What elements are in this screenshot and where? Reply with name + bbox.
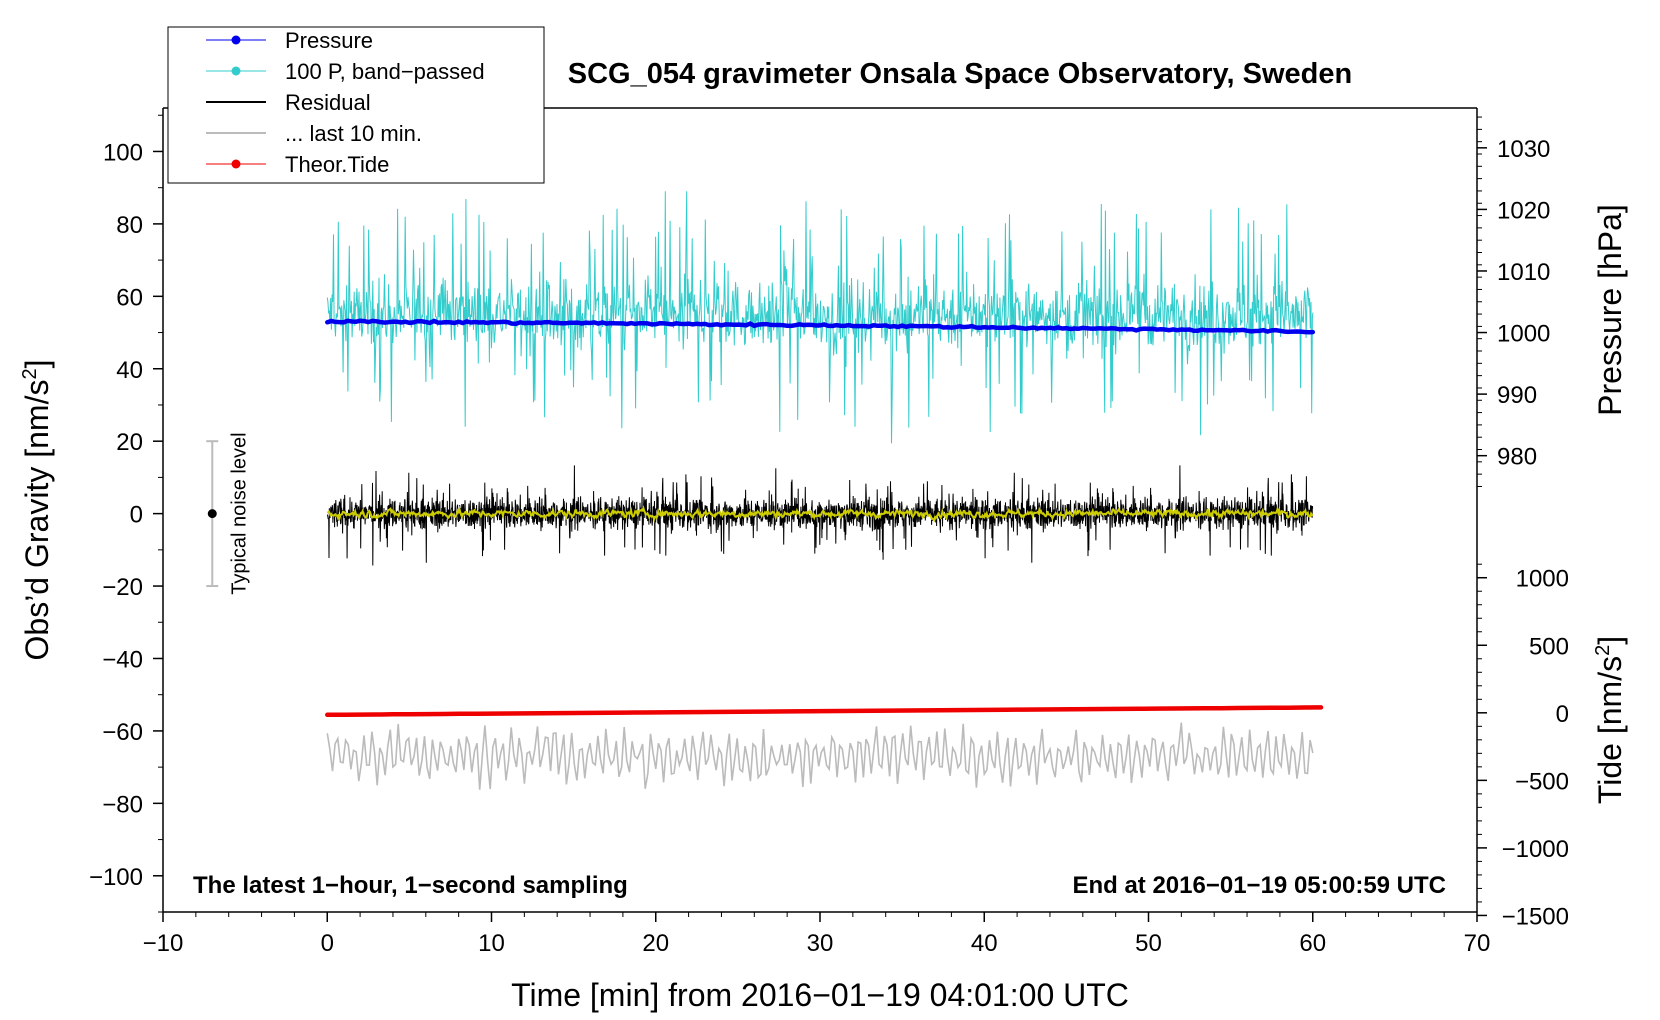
legend-label: Residual	[285, 90, 371, 115]
pressure-axis-title: Pressure [hPa]	[1592, 204, 1628, 416]
legend: Pressure 100 P, band−passed Residual ... la…	[167, 26, 545, 184]
annotation-end-time: End at 2016−01−19 05:00:59 UTC	[1072, 872, 1446, 899]
y-axis-left-title-text: Obs’d Gravity [nm/s	[19, 380, 55, 661]
pressure-tick-label: 1030	[1497, 136, 1550, 163]
x-tick-label: 70	[1464, 930, 1491, 957]
tide-tick-label: −1000	[1502, 836, 1569, 863]
tide-tick-label: 500	[1529, 633, 1569, 660]
x-tick-label: 10	[478, 930, 505, 957]
y-left-tick-label: 60	[116, 284, 143, 311]
x-tick-label: 30	[807, 930, 834, 957]
tide-axis-title-close: ]	[1592, 636, 1628, 645]
legend-label: 100 P, band−passed	[285, 59, 485, 84]
noise-center-dot	[207, 509, 217, 519]
legend-label: ... last 10 min.	[285, 121, 422, 146]
x-axis-title: Time [min] from 2016−01−19 04:01:00 UTC	[511, 977, 1129, 1013]
x-tick-label: 60	[1299, 930, 1326, 957]
axes-layer: −10 0 10 20 30 40 50 60 70100806040200−20−40−60−…	[89, 114, 1569, 957]
legend-swatch-marker	[231, 159, 241, 169]
tide-tick-label: −500	[1515, 768, 1569, 795]
series-last-10-min	[326, 722, 1314, 790]
pressure-tick-label: 980	[1497, 444, 1537, 471]
y-axis-left-title: Obs’d Gravity [nm/s2]	[19, 360, 55, 661]
series-layer	[325, 191, 1324, 790]
legend-label: Pressure	[285, 28, 373, 53]
x-tick-label: 20	[642, 930, 669, 957]
y-axis-left-title-sup: 2	[19, 368, 41, 379]
annotation-sampling: The latest 1−hour, 1−second sampling	[193, 872, 628, 899]
y-left-tick-label: −60	[102, 719, 143, 746]
tide-axis-title: Tide [nm/s2]	[1592, 636, 1628, 804]
x-tick-label: 0	[321, 930, 334, 957]
y-left-tick-label: 80	[116, 212, 143, 239]
series-pressure-bandpassed	[326, 191, 1314, 444]
series-theoretical-tide	[325, 705, 1324, 718]
y-left-tick-label: −40	[102, 646, 143, 673]
y-left-tick-label: −80	[102, 791, 143, 818]
x-tick-label: −10	[143, 930, 184, 957]
series-pressure	[325, 318, 1316, 335]
pressure-tick-label: 1010	[1497, 259, 1550, 286]
y-left-tick-label: 0	[130, 502, 143, 529]
pressure-tick-label: 990	[1497, 382, 1537, 409]
noise-level-marker: Typical noise level	[206, 432, 250, 595]
y-axis-left-title-close: ]	[19, 360, 55, 369]
tide-tick-label: 0	[1556, 701, 1569, 728]
tide-axis-title-sup: 2	[1592, 645, 1614, 656]
legend-swatch-marker	[231, 35, 241, 45]
series-residual-smoothed	[326, 505, 1313, 523]
y-left-tick-label: −100	[89, 864, 143, 891]
legend-label: Theor.Tide	[285, 152, 389, 177]
y-left-tick-label: 20	[116, 429, 143, 456]
legend-swatch-marker	[231, 66, 241, 76]
tide-tick-label: 1000	[1516, 566, 1569, 593]
x-tick-label: 50	[1135, 930, 1162, 957]
legend-box	[167, 26, 545, 184]
y-left-tick-label: 100	[103, 139, 143, 166]
x-tick-label: 40	[971, 930, 998, 957]
tide-axis-title-text: Tide [nm/s	[1592, 656, 1628, 804]
noise-level-label: Typical noise level	[228, 432, 250, 594]
pressure-tick-label: 1020	[1497, 197, 1550, 224]
chart-title: SCG_054 gravimeter Onsala Space Observat…	[568, 58, 1352, 90]
y-left-tick-label: −20	[102, 574, 143, 601]
tide-tick-label: −1500	[1502, 903, 1569, 930]
pressure-tick-label: 1000	[1497, 321, 1550, 348]
y-left-tick-label: 40	[116, 357, 143, 384]
